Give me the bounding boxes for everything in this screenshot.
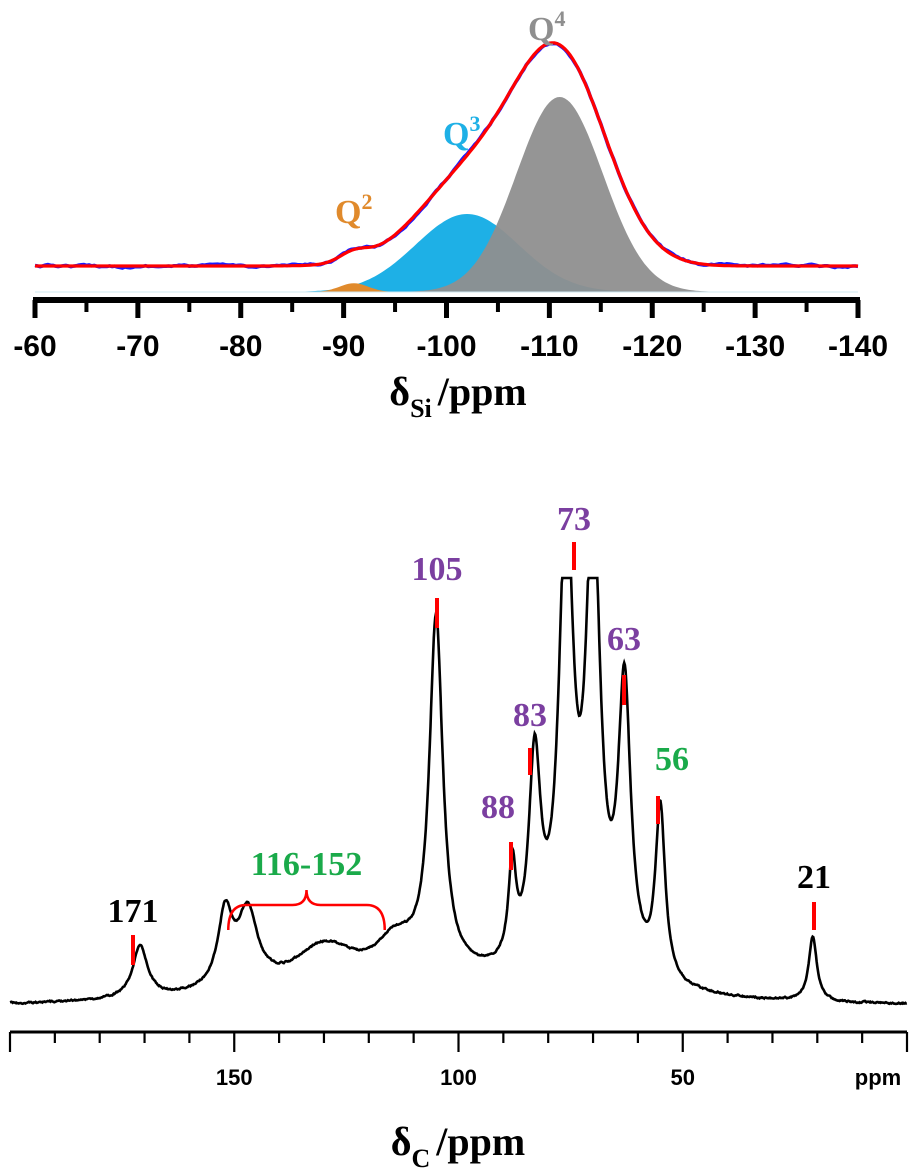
peak-label-21: 21	[797, 859, 831, 896]
si-tick-label: -80	[219, 330, 262, 363]
peak-label-83: 83	[513, 697, 547, 734]
q2-label: Q2	[335, 189, 372, 231]
c-tick-label: 100	[440, 1065, 477, 1090]
q4-label: Q4	[528, 6, 565, 48]
c-tick-label: 150	[216, 1065, 253, 1090]
peak-label-56: 56	[655, 741, 689, 778]
si-tick-label: -130	[725, 330, 785, 363]
peak-label-105: 105	[412, 551, 463, 588]
q3-component-area	[35, 214, 858, 292]
aromatic-region-brace	[227, 889, 386, 931]
c-tick-label: 50	[671, 1065, 695, 1090]
si-component-labels: Q2 Q3 Q4	[335, 6, 565, 231]
si-spectrum-panel: Q2 Q3 Q4 -60 -70 -80 -90 -100 -110 -120 -130 -14…	[13, 6, 888, 423]
si-tick-label: -110	[520, 330, 578, 363]
si-tick-label: -90	[322, 330, 365, 363]
fitted-spectrum-line	[35, 41, 858, 268]
si-tick-label: -140	[828, 330, 888, 363]
c-spectrum-line	[9, 576, 908, 1006]
peak-label-171: 171	[108, 893, 159, 930]
c-x-axis-title: δC/ppm	[391, 1119, 525, 1171]
si-tick-label: -70	[116, 330, 159, 363]
c-peak-labels: 171 116-152 105 88 83 73 63 56 21	[108, 501, 832, 930]
si-tick-label: -60	[13, 330, 56, 363]
q3-label: Q3	[443, 111, 480, 153]
si-x-tick-labels: -60 -70 -80 -90 -100 -110 -120 -130 -140	[13, 330, 888, 363]
si-x-axis	[32, 297, 861, 318]
c-x-tick-labels: 150 100 50	[216, 1065, 695, 1090]
c-spectrum-panel: 171 116-152 105 88 83 73 63 56 21 150 100 50 ppm δ…	[8, 501, 909, 1171]
c-x-axis	[8, 1030, 909, 1052]
c-x-axis-unit-label: ppm	[855, 1065, 901, 1090]
si-tick-label: -100	[416, 330, 476, 363]
si-tick-label: -120	[622, 330, 682, 363]
c-peak-markers	[131, 542, 816, 965]
peak-label-63: 63	[607, 621, 641, 658]
si-x-axis-title: δSi/ppm	[389, 369, 526, 423]
peak-label-88: 88	[481, 789, 515, 826]
peak-label-aromatic: 116-152	[251, 846, 362, 883]
peak-label-73: 73	[557, 501, 591, 538]
